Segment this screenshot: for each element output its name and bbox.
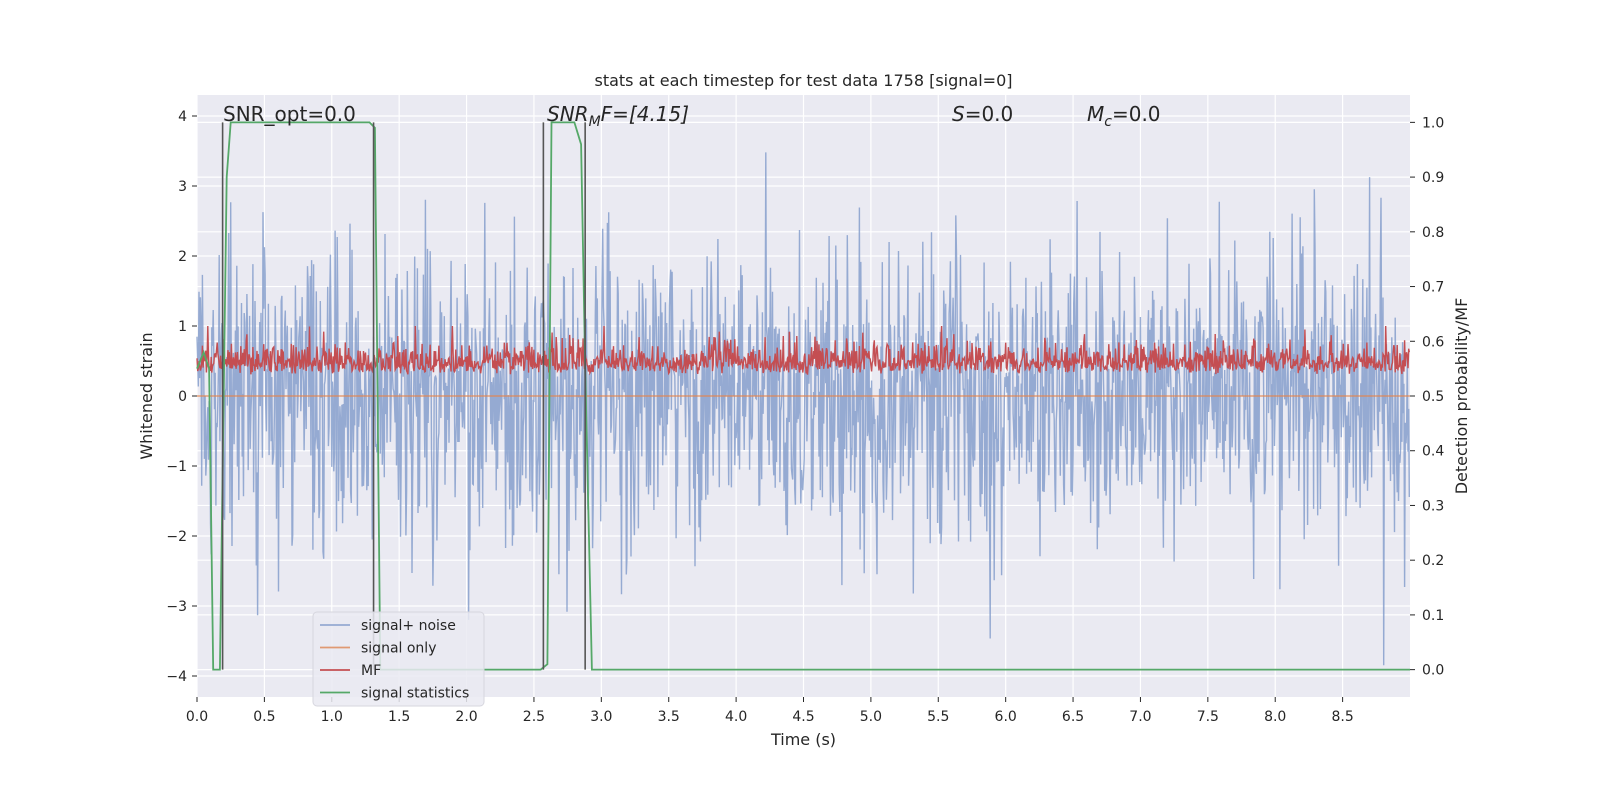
x-tick-label-9: 4.5 xyxy=(792,709,814,725)
chart-title: stats at each timestep for test data 175… xyxy=(594,71,1012,90)
y-axis-label: Whitened strain xyxy=(137,332,156,459)
data-series xyxy=(196,121,1411,671)
x-axis-label: Time (s) xyxy=(770,730,836,749)
legend-label-signal-only: signal only xyxy=(361,641,436,657)
y-tick-label-4: 0 xyxy=(178,389,187,405)
x-tick-label-10: 5.0 xyxy=(860,709,882,725)
y-tick-label-5: 1 xyxy=(178,319,187,335)
y2-tick-label-7: 0.7 xyxy=(1422,280,1444,296)
y2-tick-label-1: 0.1 xyxy=(1422,608,1444,624)
annotation-snr-mf: SNRMF=[4.15] xyxy=(547,102,689,130)
y-tick-label-7: 3 xyxy=(178,179,187,195)
x-tick-label-1: 0.5 xyxy=(253,709,275,725)
vertical-markers xyxy=(221,122,586,670)
y2-tick-label-5: 0.5 xyxy=(1422,389,1444,405)
x-tick-label-14: 7.0 xyxy=(1129,709,1151,725)
annotation-mc-rest: =0.0 xyxy=(1112,102,1161,126)
annotation-snr-mf-main: SNR xyxy=(547,102,589,126)
annotation-s: S=0.0 xyxy=(952,102,1013,126)
x-tick-label-6: 3.0 xyxy=(590,709,612,725)
y-tick-label-0: −4 xyxy=(166,669,187,685)
y-tick-label-6: 2 xyxy=(178,249,187,265)
x-tick-label-16: 8.0 xyxy=(1264,709,1286,725)
x-tick-label-7: 3.5 xyxy=(658,709,680,725)
x-tick-label-12: 6.0 xyxy=(995,709,1017,725)
x-tick-label-11: 5.5 xyxy=(927,709,949,725)
legend: signal+ noise signal only MF signal stat… xyxy=(312,611,485,707)
x-tick-label-17: 8.5 xyxy=(1331,709,1353,725)
annotation-snr-mf-rest: F=[4.15] xyxy=(601,102,689,126)
x-tick-label-5: 2.5 xyxy=(523,709,545,725)
x-tick-label-13: 6.5 xyxy=(1062,709,1084,725)
y2-tick-label-4: 0.4 xyxy=(1422,444,1444,460)
x-tick-label-2: 1.0 xyxy=(321,709,343,725)
series-signal-statistics xyxy=(196,121,1410,671)
annotation-s-main: S xyxy=(952,102,965,126)
annotation-snr-mf-sub: M xyxy=(589,114,601,130)
y2-axis-label: Detection probability/MF xyxy=(1452,298,1471,495)
annotation-mc: Mc=0.0 xyxy=(1087,102,1161,130)
ticks: 0.0 0.5 1.0 1.5 2.0 2.5 3.0 3.5 4.0 4.5 5.0 5.5 6.0 6… xyxy=(166,109,1444,725)
annotation-mc-sub: c xyxy=(1104,114,1112,130)
legend-label-signal-noise: signal+ noise xyxy=(361,618,456,634)
x-tick-label-15: 7.5 xyxy=(1197,709,1219,725)
x-tick-label-3: 1.5 xyxy=(388,709,410,725)
series-mf xyxy=(196,325,1410,376)
y2-tick-label-3: 0.3 xyxy=(1422,498,1444,514)
y2-tick-label-2: 0.2 xyxy=(1422,553,1444,569)
x-tick-label-0: 0.0 xyxy=(186,709,208,725)
x-tick-label-8: 4.0 xyxy=(725,709,747,725)
y2-tick-label-10: 1.0 xyxy=(1422,115,1444,131)
y2-tick-label-0: 0.0 xyxy=(1422,663,1444,679)
y2-tick-label-6: 0.6 xyxy=(1422,334,1444,350)
annotation-snr-opt: SNR_opt=0.0 xyxy=(223,102,356,126)
legend-label-mf: MF xyxy=(361,663,381,679)
y2-tick-label-8: 0.8 xyxy=(1422,225,1444,241)
legend-label-signal-statistics: signal statistics xyxy=(361,686,469,702)
x-tick-label-4: 2.0 xyxy=(455,709,477,725)
annotation-mc-main: M xyxy=(1087,102,1104,126)
legend-box xyxy=(312,611,485,707)
series-signal-noise xyxy=(196,152,1411,666)
y-tick-label-8: 4 xyxy=(178,109,187,125)
y2-tick-label-9: 0.9 xyxy=(1422,170,1444,186)
y-tick-label-2: −2 xyxy=(166,529,187,545)
y-tick-label-3: −1 xyxy=(166,459,187,475)
annotation-s-rest: =0.0 xyxy=(965,102,1014,126)
y-tick-label-1: −3 xyxy=(166,599,187,615)
